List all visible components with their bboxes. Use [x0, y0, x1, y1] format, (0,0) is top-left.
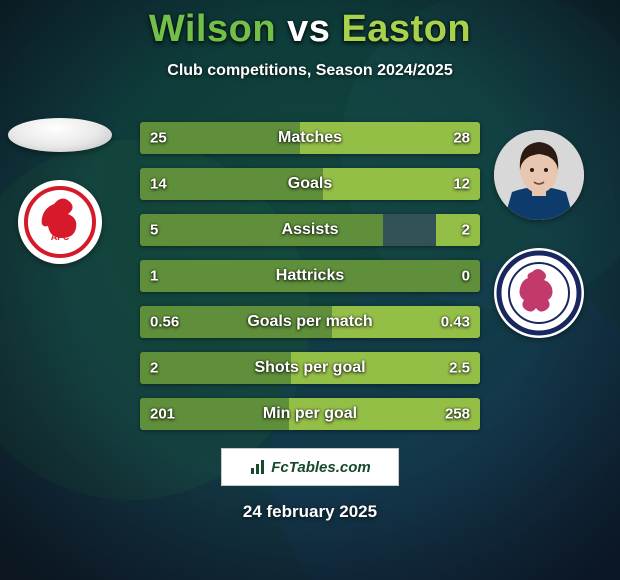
avatar-player-right	[494, 130, 584, 220]
bar-value-left: 25	[150, 130, 167, 147]
bar-value-right: 12	[453, 176, 470, 193]
bar-label: Matches	[278, 129, 342, 147]
bar-label: Goals	[288, 175, 332, 193]
bar-value-right: 0	[462, 268, 470, 285]
watermark-text: FcTables.com	[271, 459, 370, 476]
svg-text:AFC: AFC	[51, 232, 70, 242]
bar-label: Shots per goal	[254, 359, 365, 377]
bar-fill-left	[140, 214, 383, 246]
bar-value-left: 0.56	[150, 314, 179, 331]
page-title: Wilson vs Easton	[0, 8, 620, 51]
avatars-right	[494, 130, 584, 338]
chart-icon	[249, 458, 267, 476]
title-vs: vs	[287, 8, 341, 50]
bar-value-left: 201	[150, 406, 175, 423]
avatar-player-left	[8, 118, 112, 152]
bar-row: 201 258 Min per goal	[140, 398, 480, 430]
bar-row: 1 0 Hattricks	[140, 260, 480, 292]
avatar-club-right	[494, 248, 584, 338]
title-player2: Easton	[341, 8, 471, 50]
title-player1: Wilson	[149, 8, 276, 50]
bar-row: 5 2 Assists	[140, 214, 480, 246]
bar-label: Min per goal	[263, 405, 357, 423]
bar-value-left: 14	[150, 176, 167, 193]
bar-label: Goals per match	[247, 313, 372, 331]
bar-value-right: 2.5	[449, 360, 470, 377]
date-line: 24 february 2025	[0, 502, 620, 522]
bar-value-right: 2	[462, 222, 470, 239]
bar-value-left: 5	[150, 222, 158, 239]
bar-row: 25 28 Matches	[140, 122, 480, 154]
site-watermark: FcTables.com	[221, 448, 399, 486]
bar-label: Hattricks	[276, 267, 344, 285]
avatar-club-left: AFC	[18, 180, 102, 264]
bar-fill-right	[436, 214, 480, 246]
subtitle: Club competitions, Season 2024/2025	[0, 62, 620, 80]
bar-value-right: 0.43	[441, 314, 470, 331]
bar-row: 2 2.5 Shots per goal	[140, 352, 480, 384]
bar-label: Assists	[282, 221, 339, 239]
bar-row: 14 12 Goals	[140, 168, 480, 200]
bar-value-right: 28	[453, 130, 470, 147]
comparison-bars: 25 28 Matches 14 12 Goals 5 2 Assists 1 0 Hattricks…	[140, 122, 480, 430]
bar-row: 0.56 0.43 Goals per match	[140, 306, 480, 338]
avatars-left: AFC	[10, 118, 112, 264]
bar-value-left: 2	[150, 360, 158, 377]
bar-value-left: 1	[150, 268, 158, 285]
bar-value-right: 258	[445, 406, 470, 423]
